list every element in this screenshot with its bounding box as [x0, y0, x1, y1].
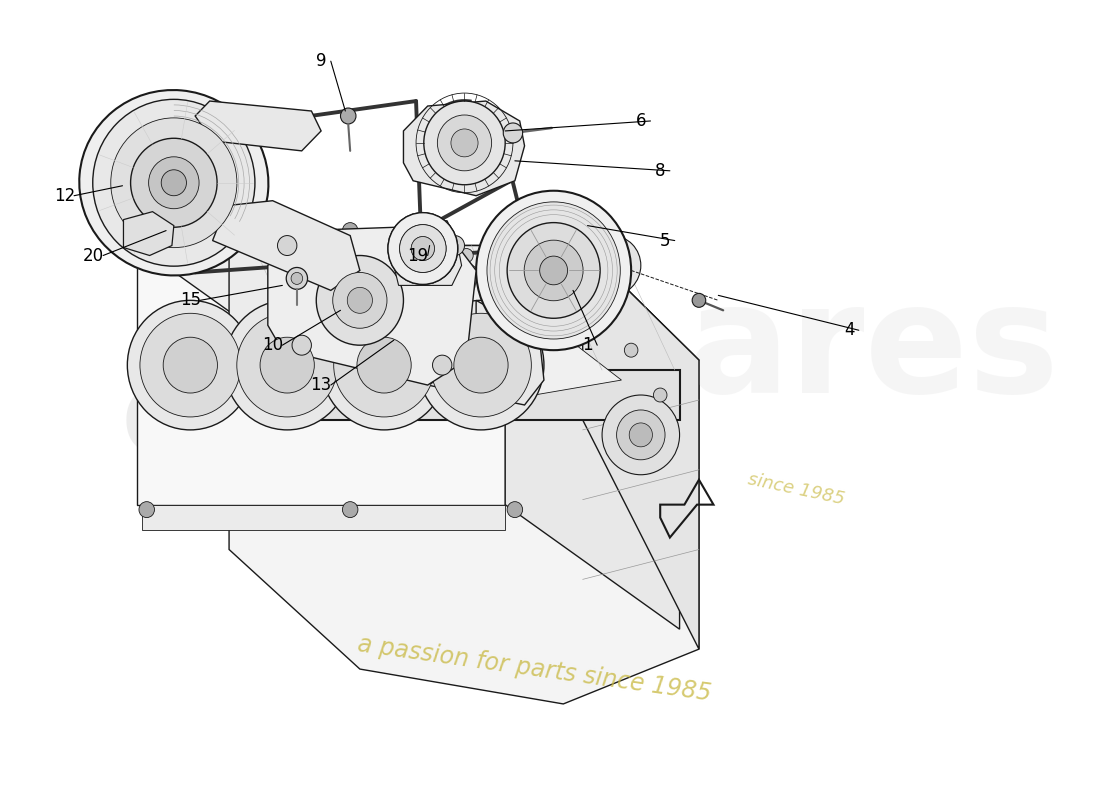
Text: 10: 10 — [262, 336, 283, 354]
Circle shape — [507, 502, 522, 518]
Circle shape — [224, 300, 350, 430]
Circle shape — [317, 255, 404, 345]
Circle shape — [348, 287, 373, 314]
Circle shape — [454, 338, 508, 393]
Circle shape — [460, 249, 473, 262]
Circle shape — [162, 170, 187, 196]
Circle shape — [260, 338, 315, 393]
Circle shape — [388, 213, 458, 285]
Text: 13: 13 — [310, 376, 332, 394]
Circle shape — [525, 240, 583, 301]
Polygon shape — [195, 101, 321, 151]
Circle shape — [333, 314, 435, 417]
Circle shape — [277, 235, 297, 255]
Circle shape — [438, 115, 492, 170]
Circle shape — [411, 237, 434, 261]
Circle shape — [424, 101, 505, 185]
Circle shape — [653, 388, 667, 402]
Circle shape — [487, 202, 620, 339]
Circle shape — [629, 423, 652, 447]
Polygon shape — [273, 246, 622, 410]
Circle shape — [625, 343, 638, 357]
Circle shape — [163, 338, 218, 393]
Circle shape — [363, 249, 376, 262]
Circle shape — [430, 314, 531, 417]
Circle shape — [131, 138, 217, 227]
Circle shape — [583, 235, 641, 295]
Text: 1: 1 — [582, 336, 593, 354]
Text: 9: 9 — [316, 52, 327, 70]
Circle shape — [266, 249, 279, 262]
Text: 19: 19 — [407, 246, 429, 265]
Text: 6: 6 — [636, 112, 646, 130]
Polygon shape — [505, 246, 680, 630]
Circle shape — [388, 213, 458, 285]
Text: 5: 5 — [660, 231, 670, 250]
Text: elparts: elparts — [121, 359, 618, 481]
Circle shape — [341, 108, 356, 124]
Circle shape — [476, 190, 631, 350]
Polygon shape — [138, 246, 680, 370]
Circle shape — [139, 222, 154, 238]
Ellipse shape — [574, 274, 630, 317]
Circle shape — [507, 222, 522, 238]
Circle shape — [342, 222, 358, 238]
Circle shape — [432, 355, 452, 375]
Circle shape — [292, 335, 311, 355]
Polygon shape — [428, 300, 543, 405]
Polygon shape — [142, 505, 505, 530]
Circle shape — [451, 129, 478, 157]
Circle shape — [446, 235, 464, 255]
Circle shape — [418, 300, 543, 430]
Circle shape — [92, 99, 255, 266]
Polygon shape — [212, 201, 360, 290]
Circle shape — [557, 303, 570, 318]
Text: 12: 12 — [54, 186, 75, 205]
Ellipse shape — [419, 274, 475, 317]
Text: 20: 20 — [82, 246, 104, 265]
Polygon shape — [389, 221, 462, 286]
Circle shape — [399, 225, 447, 273]
Circle shape — [399, 225, 447, 273]
Text: 15: 15 — [179, 291, 201, 310]
Polygon shape — [138, 246, 505, 505]
Ellipse shape — [341, 274, 398, 317]
Text: ares: ares — [686, 276, 1059, 425]
Circle shape — [128, 300, 253, 430]
Circle shape — [342, 502, 358, 518]
Circle shape — [139, 502, 154, 518]
Circle shape — [286, 267, 308, 290]
Text: 8: 8 — [654, 162, 666, 180]
Circle shape — [692, 294, 706, 307]
Polygon shape — [404, 101, 525, 196]
Circle shape — [507, 222, 601, 318]
Polygon shape — [123, 212, 174, 255]
Ellipse shape — [496, 274, 553, 317]
Circle shape — [140, 314, 241, 417]
Circle shape — [602, 395, 680, 474]
Circle shape — [236, 314, 338, 417]
Polygon shape — [229, 246, 698, 704]
Text: 4: 4 — [844, 322, 855, 339]
Polygon shape — [229, 246, 698, 420]
Polygon shape — [311, 370, 680, 420]
Polygon shape — [267, 226, 476, 385]
Circle shape — [617, 410, 666, 460]
Ellipse shape — [79, 90, 268, 275]
Circle shape — [292, 273, 302, 285]
Text: since 1985: since 1985 — [746, 470, 846, 509]
Polygon shape — [583, 246, 698, 649]
Circle shape — [411, 237, 434, 261]
Circle shape — [332, 273, 387, 328]
Circle shape — [540, 256, 568, 285]
Text: a passion for parts since 1985: a passion for parts since 1985 — [356, 632, 713, 706]
Circle shape — [321, 300, 447, 430]
Circle shape — [111, 118, 236, 248]
Circle shape — [148, 157, 199, 209]
Circle shape — [358, 338, 411, 393]
Circle shape — [503, 123, 522, 143]
